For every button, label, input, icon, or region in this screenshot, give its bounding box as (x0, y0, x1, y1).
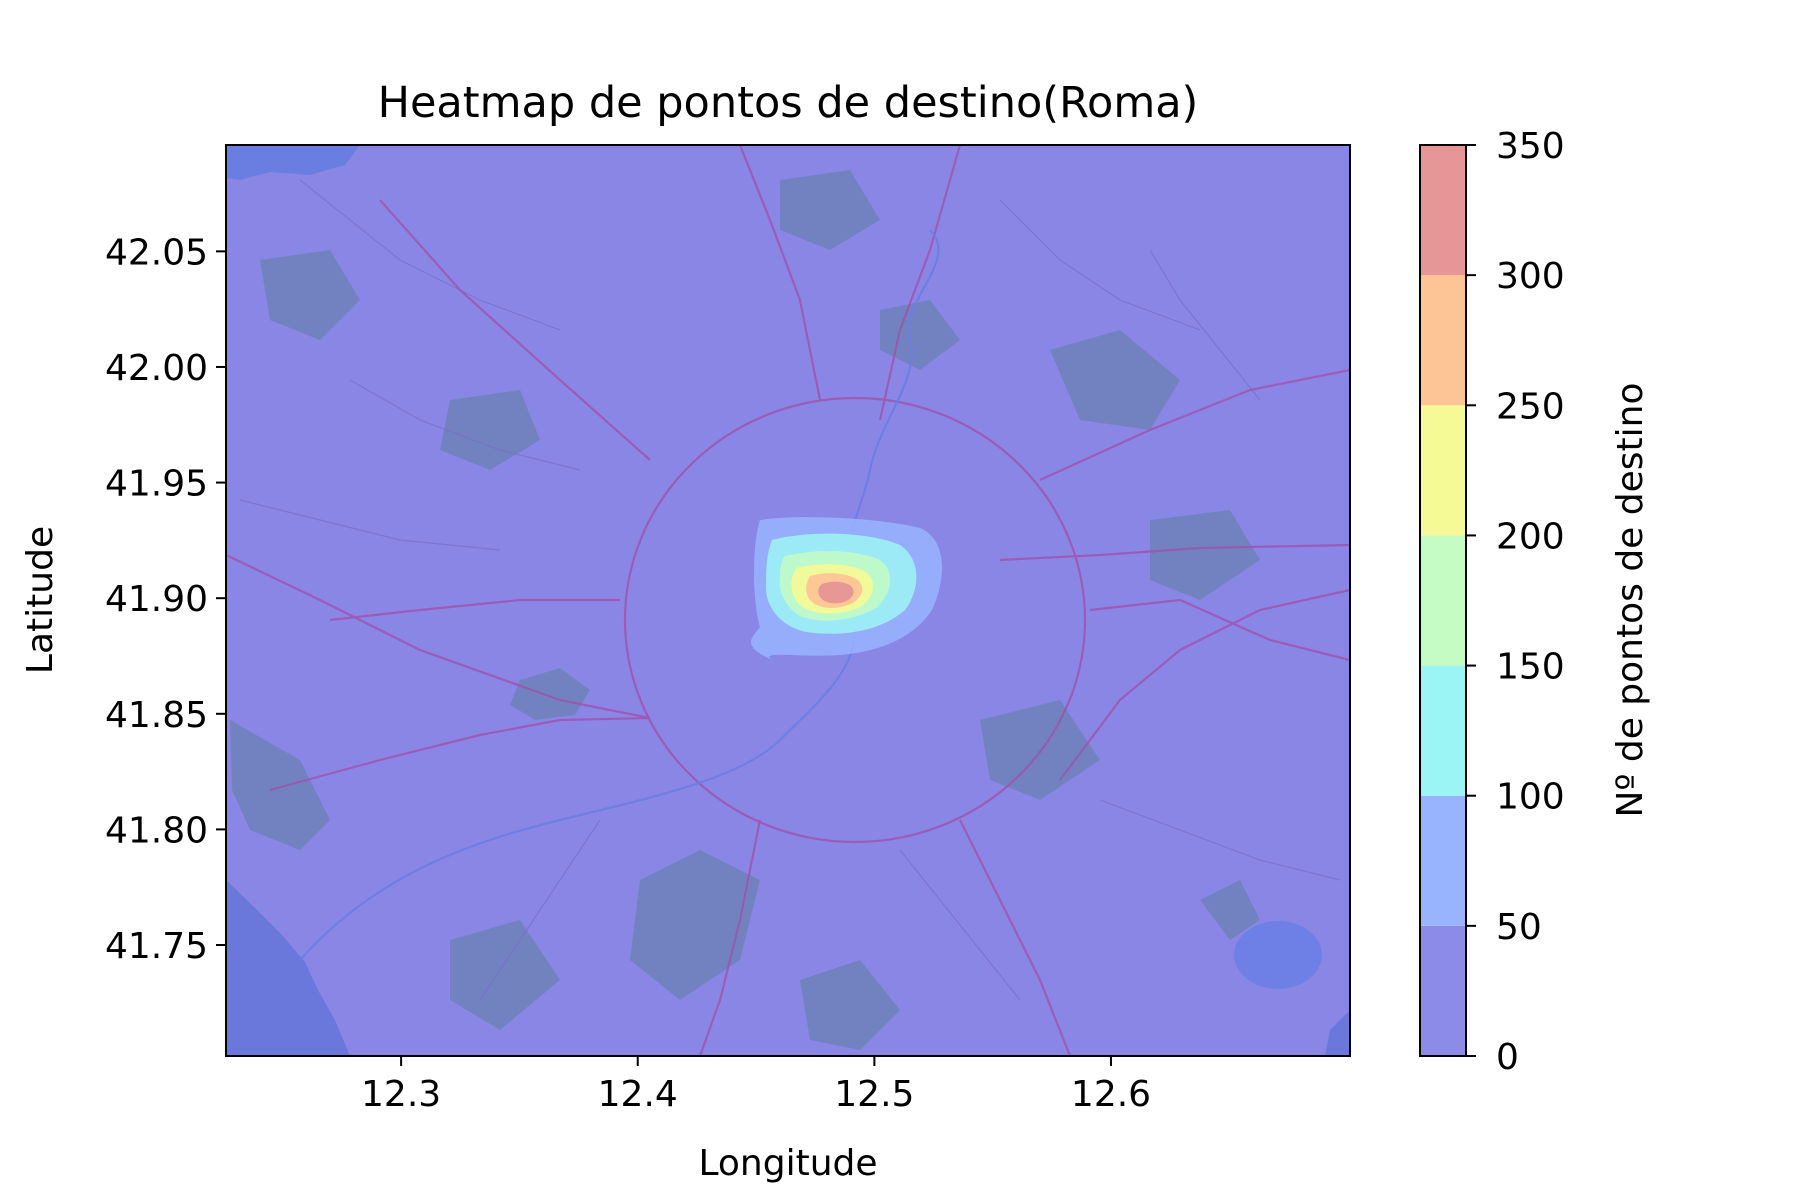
colorbar-frame (1419, 144, 1467, 1057)
contour-level-300 (818, 581, 854, 604)
colorbar-segment (1420, 795, 1466, 926)
y-tick-label: 41.85 (105, 695, 208, 736)
colorbar: 0 50 100 150 200 250 300 350 (1419, 126, 1565, 1078)
colorbar-tick-label: 100 (1496, 777, 1565, 818)
plot-frame (225, 144, 1351, 1057)
y-axis-label: Latitude (20, 526, 61, 674)
colorbar-tick-label: 350 (1496, 126, 1565, 167)
colorbar-segment (1420, 145, 1466, 276)
colorbar-segment (1420, 535, 1466, 666)
colorbar-tick-label: 0 (1496, 1037, 1519, 1078)
colorbar-segment (1420, 665, 1466, 796)
colorbar-segment (1420, 925, 1466, 1056)
x-axis-label: Longitude (698, 1143, 877, 1184)
map-sea-east (1325, 1010, 1350, 1056)
colorbar-tick-label: 250 (1496, 386, 1565, 427)
ring-road-gra (623, 396, 1087, 844)
colorbar-tick-label: 300 (1496, 256, 1565, 297)
chart-title: Heatmap de pontos de destino(Roma) (378, 78, 1199, 128)
colorbar-tick-label: 50 (1496, 907, 1542, 948)
map-sea (226, 880, 350, 1056)
y-tick-label: 41.75 (105, 926, 208, 967)
map-sea-northwest (226, 145, 360, 180)
x-axis: 12.3 12.4 12.5 12.6 (361, 1056, 1151, 1115)
map-terrain (230, 170, 1260, 1050)
y-tick-label: 41.80 (105, 810, 208, 851)
y-tick-label: 41.90 (105, 579, 208, 620)
plot-area (226, 145, 1350, 1056)
colorbar-segment (1420, 405, 1466, 536)
y-tick-label: 42.00 (105, 348, 208, 389)
colorbar-tick-label: 150 (1496, 647, 1565, 688)
y-axis: 41.75 41.80 41.85 41.90 41.95 42.00 42.05 (105, 232, 226, 967)
colorbar-tick-label: 200 (1496, 516, 1565, 557)
map-minor-roads (239, 179, 1341, 1001)
density-contours (751, 517, 942, 660)
y-tick-label: 41.95 (105, 464, 208, 505)
x-tick-label: 12.4 (598, 1074, 678, 1115)
x-tick-label: 12.3 (361, 1074, 441, 1115)
map-roads (226, 145, 1350, 1056)
x-tick-label: 12.5 (834, 1074, 914, 1115)
colorbar-segment (1420, 275, 1466, 406)
x-tick-label: 12.6 (1071, 1074, 1151, 1115)
colorbar-label: Nº de pontos de destino (1610, 383, 1651, 818)
map-lake (1234, 921, 1322, 989)
y-tick-label: 42.05 (105, 232, 208, 273)
